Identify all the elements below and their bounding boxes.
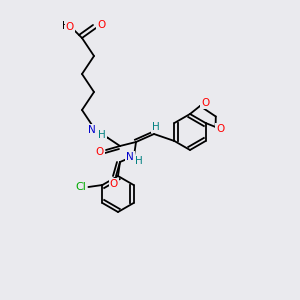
Text: O: O xyxy=(97,20,105,30)
Text: N: N xyxy=(88,125,96,135)
Text: O: O xyxy=(66,22,74,32)
Text: H: H xyxy=(152,122,160,132)
Text: O: O xyxy=(201,98,209,108)
Text: O: O xyxy=(110,179,118,189)
Text: O: O xyxy=(217,124,225,134)
Text: H: H xyxy=(62,21,70,31)
Text: Cl: Cl xyxy=(75,182,86,192)
Text: O: O xyxy=(96,147,104,157)
Text: N: N xyxy=(126,152,134,162)
Text: H: H xyxy=(135,156,143,166)
Text: H: H xyxy=(98,130,106,140)
